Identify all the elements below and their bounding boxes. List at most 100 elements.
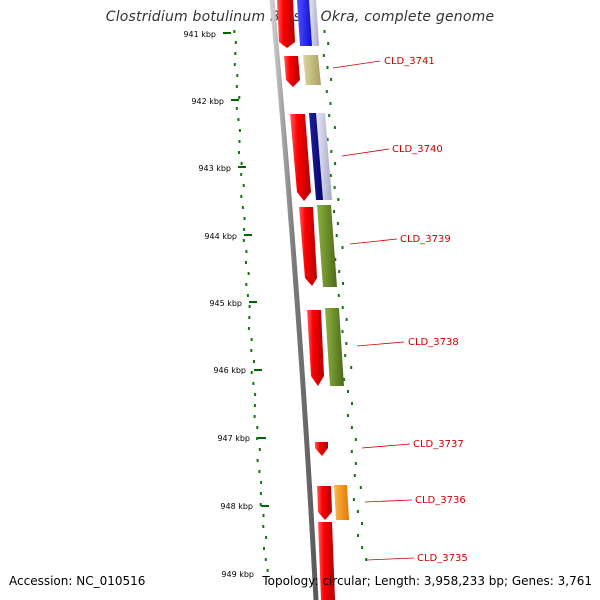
gc-dot (258, 448, 261, 451)
cog-bar-khaki (303, 55, 321, 85)
gc-dot (323, 30, 326, 33)
gc-dot (240, 162, 243, 165)
gc-dot (247, 272, 250, 275)
gc-dot (263, 547, 265, 550)
gc-dot (354, 438, 357, 441)
gc-dot (262, 525, 265, 528)
gc-dot (342, 282, 344, 285)
gc-dot (334, 162, 337, 165)
accession-text: Accession: NC_010516 (9, 574, 146, 588)
gc-dot (326, 138, 329, 141)
gene-features (277, 0, 349, 600)
tick-label: 946 kbp (213, 366, 246, 375)
cds-arrow (317, 486, 332, 520)
cds-arrow (277, 0, 295, 48)
gc-dot (245, 261, 247, 264)
gc-dot (327, 42, 330, 45)
gc-dot (335, 234, 338, 237)
gc-dot (241, 206, 244, 209)
gc-dot (238, 151, 240, 154)
gc-dot (341, 246, 344, 249)
cog-bar-olive (317, 205, 337, 287)
gc-dot (248, 305, 251, 308)
gc-dot (359, 486, 362, 489)
gc-dot (247, 327, 250, 330)
gc-dot (333, 186, 336, 189)
gc-dot (234, 41, 237, 44)
gc-dot (333, 126, 336, 129)
gene-label[interactable]: CLD_3741 (384, 56, 435, 67)
gc-dot (354, 462, 357, 465)
cds-arrow (318, 522, 335, 600)
cds-arrow (307, 310, 324, 386)
gc-dot (341, 306, 344, 309)
gc-dot (238, 140, 241, 143)
gene-label[interactable]: CLD_3735 (417, 553, 468, 564)
gene-label[interactable]: CLD_3737 (413, 439, 464, 450)
cog-bar-lavender (309, 0, 319, 46)
gc-dot (365, 558, 368, 561)
gc-dot (341, 330, 344, 333)
gc-dot (264, 558, 267, 561)
gc-dot (235, 85, 238, 88)
gc-dot (329, 174, 332, 177)
gc-dot (347, 390, 349, 393)
gc-dot (250, 371, 253, 374)
gc-dot (236, 74, 239, 77)
gc-dot (256, 426, 259, 429)
gc-dot (246, 294, 249, 297)
label-leader (332, 60, 381, 69)
scale-ticks: 941 kbp 942 kbp 943 kbp 944 kbp 945 kbp … (183, 30, 269, 579)
gene-label[interactable]: CLD_3740 (392, 144, 443, 155)
label-leader (361, 443, 411, 449)
gc-dot (265, 536, 268, 539)
gc-dot (248, 316, 251, 319)
gc-dot (262, 514, 265, 517)
cds-arrow (290, 114, 311, 201)
cog-bar-orange (334, 485, 349, 520)
gc-dot (351, 402, 353, 405)
gene-label[interactable]: CLD_3739 (400, 234, 451, 245)
gc-dot (250, 349, 253, 352)
gc-dot (344, 354, 347, 357)
cds-arrow (315, 442, 328, 456)
gc-content-track (233, 30, 269, 572)
gene-labels: CLD_3741 CLD_3740 CLD_3739 CLD_3738 CLD_… (332, 56, 468, 564)
gc-dot (350, 366, 353, 369)
gc-dot (258, 470, 261, 473)
gc-dot (326, 66, 329, 69)
cog-bar-olive (325, 308, 344, 386)
gc-dot (240, 195, 243, 198)
tick-label: 941 kbp (183, 30, 216, 39)
gc-dot (325, 90, 328, 93)
gc-dot (238, 96, 241, 99)
gc-dot (259, 503, 262, 506)
gc-dot (256, 459, 259, 462)
gc-dot (243, 217, 246, 220)
genome-summary-text: Topology: circular; Length: 3,958,233 bp… (262, 574, 592, 588)
gc-dot (242, 239, 245, 242)
gc-dot (356, 510, 359, 513)
label-leader (366, 557, 415, 561)
gene-label[interactable]: CLD_3736 (415, 495, 466, 506)
gc-dot (343, 378, 346, 381)
gc-dot (322, 54, 325, 57)
gc-dot (240, 173, 243, 176)
genome-backbone (269, 0, 319, 600)
gc-dot (353, 474, 356, 477)
tick-label: 943 kbp (198, 164, 231, 173)
gc-dot (253, 360, 255, 363)
gc-dot (234, 52, 237, 55)
gc-dot (337, 198, 340, 201)
gene-label[interactable]: CLD_3738 (408, 337, 459, 348)
gc-dot (252, 382, 255, 385)
gc-dot (361, 522, 363, 525)
cog-bar-lavender (316, 113, 332, 200)
cds-arrow (284, 56, 300, 87)
cog-bar-navy (309, 113, 325, 200)
gc-dot (233, 30, 236, 33)
tick-label: 945 kbp (209, 299, 242, 308)
gc-dot (245, 283, 248, 286)
gc-dot (238, 129, 241, 132)
gc-dot (253, 404, 256, 407)
